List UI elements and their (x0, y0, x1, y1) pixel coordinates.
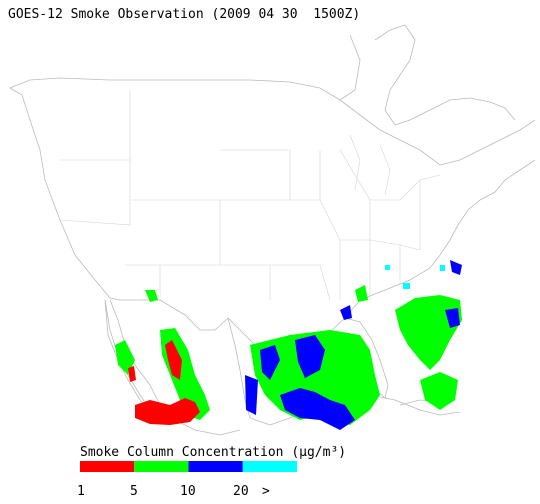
legend-label: 10 (180, 484, 196, 499)
legend-label: 5 (130, 484, 138, 499)
legend-title: Smoke Column Concentration (μg/m³) (80, 445, 346, 460)
legend-swatch (80, 461, 135, 472)
legend-swatch (242, 461, 297, 472)
legend-label: 20 (233, 484, 249, 499)
legend-label: 1 (77, 484, 85, 499)
base-map (9, 24, 536, 436)
smoke-plumes (115, 260, 462, 430)
map-title: GOES-12 Smoke Observation (2009 04 30 15… (8, 7, 360, 22)
legend-swatch (134, 461, 189, 472)
legend-bar: 1 5 10 20 > (77, 461, 297, 499)
legend-label: > (262, 484, 270, 499)
legend-swatch (188, 461, 243, 472)
